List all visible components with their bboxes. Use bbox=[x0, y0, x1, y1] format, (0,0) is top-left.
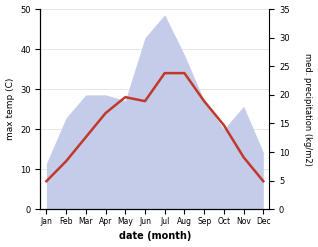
X-axis label: date (month): date (month) bbox=[119, 231, 191, 242]
Y-axis label: med. precipitation (kg/m2): med. precipitation (kg/m2) bbox=[303, 53, 313, 165]
Y-axis label: max temp (C): max temp (C) bbox=[5, 78, 15, 140]
